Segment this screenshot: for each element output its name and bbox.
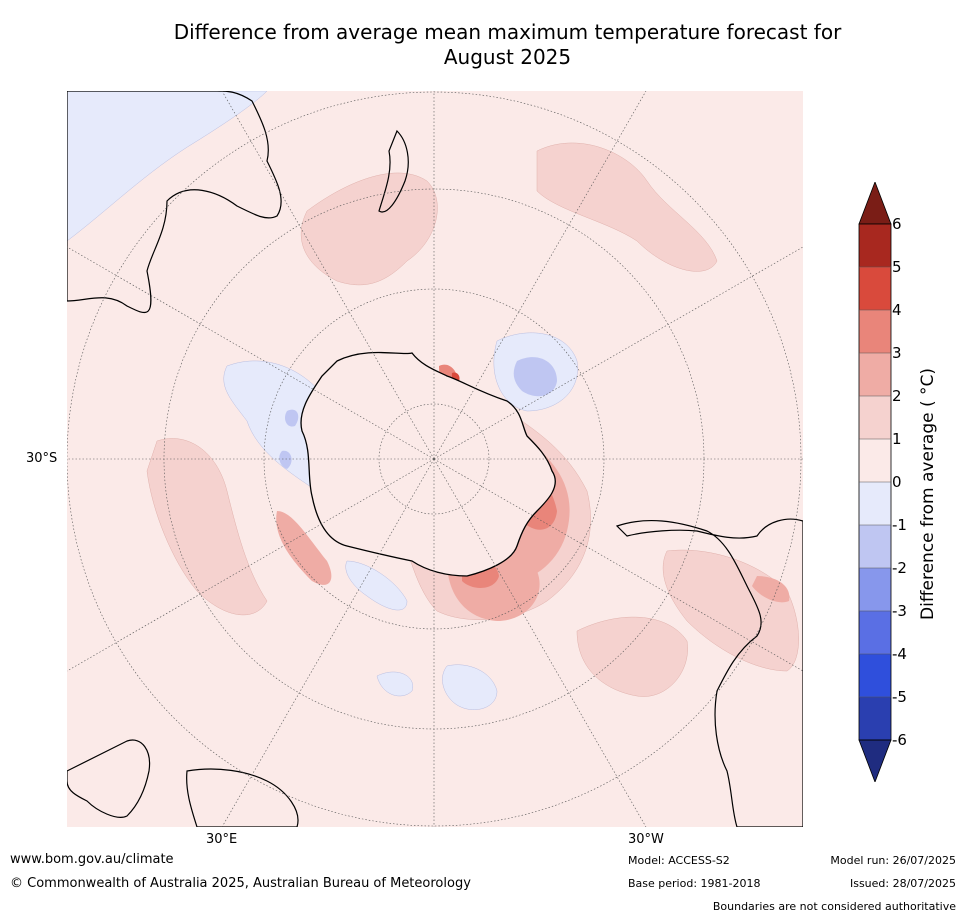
colorbar-bin-neg3-neg2 xyxy=(859,568,891,611)
title-line-1: Difference from average mean maximum tem… xyxy=(173,20,842,44)
latitude-circle-30 xyxy=(67,91,802,827)
cool-region-small-1 xyxy=(284,409,299,427)
cool-region-ross-sea xyxy=(345,560,408,611)
meridian-120w xyxy=(433,246,803,460)
colorbar-bin-2-3 xyxy=(859,353,891,396)
colorbar-tick-neg2: -2 xyxy=(892,559,907,577)
warm-region-south-pacific xyxy=(576,616,688,697)
colorbar-bin-neg5-neg4 xyxy=(859,654,891,697)
colorbar-tick-5: 5 xyxy=(892,258,902,276)
colorbar-dividers xyxy=(859,266,891,698)
colorbar-tick-neg4: -4 xyxy=(892,645,907,663)
meridian-30e xyxy=(221,458,435,827)
south-america-coastline xyxy=(615,518,803,827)
warm-region-southern-indian xyxy=(146,438,268,616)
colorbar-bin-1-2 xyxy=(859,396,891,439)
map-title: Difference from average mean maximum tem… xyxy=(60,20,955,70)
meridian-120e xyxy=(67,246,435,460)
colorbar-tick-6: 6 xyxy=(892,215,902,233)
lon-label-30w: 30°W xyxy=(628,832,664,847)
footer-website: www.bom.gov.au/climate xyxy=(10,852,174,867)
colorbar-title: Difference from average ( °C) xyxy=(918,367,938,620)
colorbar-bin-4-5 xyxy=(859,267,891,310)
new-zealand-coastline xyxy=(378,129,409,213)
graticule xyxy=(67,91,803,827)
colorbar-bin-neg1-0 xyxy=(859,482,891,525)
colorbar-tick-1: 1 xyxy=(892,430,902,448)
colorbar-tick-neg6: -6 xyxy=(892,731,907,749)
footer-disclaimer: Boundaries are not considered authoritat… xyxy=(712,900,956,913)
meridian-30w xyxy=(433,458,647,827)
colorbar-tick-0: 0 xyxy=(892,473,902,491)
cool-region-south-pacific xyxy=(442,664,498,710)
warm-region-2-3-indian xyxy=(276,511,332,585)
colorbar-tick-neg3: -3 xyxy=(892,602,907,620)
footer-copyright: © Commonwealth of Australia 2025, Austra… xyxy=(10,876,471,891)
title-line-2: August 2025 xyxy=(443,45,572,69)
colorbar-tick-2: 2 xyxy=(892,387,902,405)
polar-map xyxy=(67,91,803,827)
colorbar-tick-4: 4 xyxy=(892,301,902,319)
footer-model-run: Model run: 26/07/2025 xyxy=(830,854,956,867)
meridian-60w xyxy=(433,458,803,672)
colorbar-bin-3-4 xyxy=(859,310,891,353)
colorbar-tick-neg5: -5 xyxy=(892,688,907,706)
lat-label-30s: 30°S xyxy=(26,451,58,466)
cool-region-small-2 xyxy=(279,450,292,469)
colorbar xyxy=(858,182,892,782)
colorbar-bin-neg6-neg5 xyxy=(859,697,891,740)
footer-model: Model: ACCESS-S2 xyxy=(628,854,730,867)
colorbar-bin-5-6 xyxy=(859,224,891,267)
meridian-150e xyxy=(221,91,435,460)
colorbar-extend-high xyxy=(858,182,892,225)
cool-region-indian-ocean xyxy=(67,91,268,242)
latitude-circle-50 xyxy=(263,288,605,630)
colorbar-bin-0-1 xyxy=(859,439,891,482)
footer-issued: Issued: 28/07/2025 xyxy=(849,877,956,890)
australia-coastline xyxy=(67,91,282,313)
colorbar-tick-3: 3 xyxy=(892,344,902,362)
meridian-150w xyxy=(433,91,647,460)
africa-coastline xyxy=(67,739,151,818)
colorbar-bin-neg4-neg3 xyxy=(859,611,891,654)
warm-region-2-3-sa xyxy=(752,576,790,603)
lon-label-30e: 30°E xyxy=(206,832,238,847)
colorbar-tick-neg1: -1 xyxy=(892,516,907,534)
colorbar-extend-low xyxy=(858,739,892,782)
warm-region-atlantic-north xyxy=(536,142,718,272)
meridian-60e xyxy=(67,458,435,672)
antarctica-coastline xyxy=(300,351,556,577)
footer-base-period: Base period: 1981-2018 xyxy=(628,877,761,890)
cool-region-weddell-core xyxy=(513,357,557,397)
latitude-circle-60 xyxy=(378,403,490,515)
madagascar-coastline xyxy=(186,768,299,827)
cool-region-south-pacific-2 xyxy=(376,671,413,697)
colorbar-bin-neg2-neg1 xyxy=(859,525,891,568)
warm-region-pacific-north xyxy=(300,172,438,286)
